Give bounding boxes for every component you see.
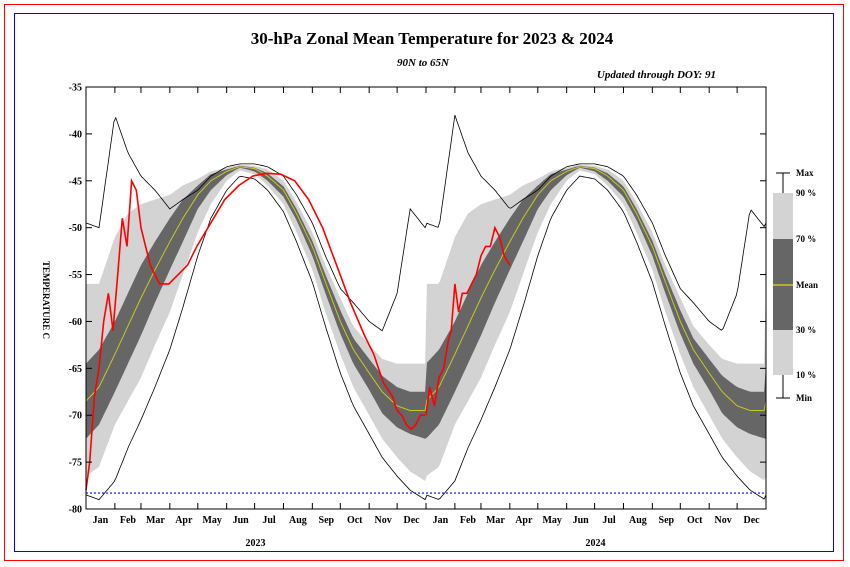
x-tick-label: Feb <box>460 515 477 526</box>
x-tick-label: Mar <box>486 515 505 526</box>
x-tick-label: Feb <box>120 515 137 526</box>
y-tick-label: -60 <box>69 317 82 328</box>
x-tick-label: Jun <box>233 515 250 526</box>
legend-label: 90 % <box>796 188 816 198</box>
x-tick-label: Dec <box>744 515 761 526</box>
legend-label: Min <box>796 393 812 403</box>
y-tick-label: -75 <box>69 458 82 469</box>
x-tick-label: Sep <box>659 515 675 526</box>
y-tick-label: -70 <box>69 411 82 422</box>
y-tick-label: -50 <box>69 223 82 234</box>
series-line-2023 <box>85 172 426 491</box>
year-label: 2024 <box>586 538 606 549</box>
x-tick-label: May <box>202 515 221 526</box>
band-30-70 <box>86 165 766 439</box>
update-note: Updated through DOY: 91 <box>597 69 716 81</box>
x-tick-label: Jan <box>93 515 109 526</box>
x-tick-label: Jun <box>573 515 590 526</box>
x-tick-label: Jan <box>433 515 449 526</box>
legend-label: Mean <box>796 280 818 290</box>
plot-area <box>85 114 767 501</box>
x-tick-label: Nov <box>375 515 392 526</box>
x-tick-label: Aug <box>289 515 307 526</box>
legend-label: Max <box>796 168 814 178</box>
legend-label: 10 % <box>796 370 816 380</box>
legend-swatch-90 <box>773 193 793 239</box>
y-tick-label: -80 <box>69 505 82 516</box>
y-tick-label: -35 <box>69 83 82 94</box>
x-tick-label: Oct <box>687 515 703 526</box>
x-tick-label: Dec <box>404 515 421 526</box>
x-tick-label: Sep <box>319 515 335 526</box>
y-axis-label: TEMPERATURE C <box>41 261 51 339</box>
chart-title: 30-hPa Zonal Mean Temperature for 2023 &… <box>251 29 614 48</box>
mean-line <box>85 166 767 411</box>
axes: -35 -40 -45 -50 -55 -60 -65 -70 -75 -80 Jan Feb Mar A… <box>69 83 767 549</box>
legend: Max 90 % 70 % Mean 30 % 10 % Min <box>773 168 818 403</box>
y-tick-label: -40 <box>69 129 82 140</box>
x-tick-label: Apr <box>515 515 533 526</box>
y-tick-label: -65 <box>69 364 82 375</box>
x-tick-label: Oct <box>347 515 363 526</box>
x-tick-label: Jul <box>262 515 276 526</box>
legend-label: 30 % <box>796 325 816 335</box>
y-tick-label: -45 <box>69 176 82 187</box>
series-line-2024 <box>425 225 511 416</box>
inner-frame <box>14 13 834 552</box>
x-tick-label: May <box>542 515 561 526</box>
x-tick-label: Aug <box>629 515 647 526</box>
chart-subtitle: 90N to 65N <box>397 57 450 69</box>
legend-swatch-10 <box>773 330 793 375</box>
x-tick-label: Jul <box>602 515 616 526</box>
max-line <box>85 114 767 332</box>
legend-label: 70 % <box>796 234 816 244</box>
x-tick-label: Apr <box>175 515 193 526</box>
y-tick-label: -55 <box>69 270 82 281</box>
min-line <box>85 175 767 501</box>
year-label: 2023 <box>246 538 266 549</box>
x-tick-label: Nov <box>715 515 732 526</box>
outer-frame <box>4 4 844 561</box>
x-tick-label: Mar <box>146 515 165 526</box>
